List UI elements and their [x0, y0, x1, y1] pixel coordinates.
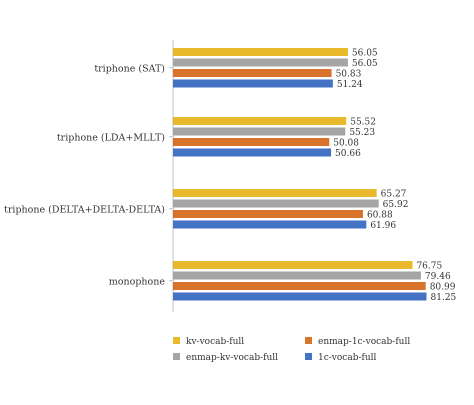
value-label: 51.24 [337, 80, 363, 90]
bar-kv-vocab-full-0 [173, 48, 348, 56]
category-label: triphone (SAT) [94, 63, 165, 74]
bar-1c-vocab-full-0 [173, 79, 333, 88]
legend-label: enmap-kv-vocab-full [186, 353, 278, 363]
bar-kv-vocab-full-3 [173, 261, 413, 269]
bar-1c-vocab-full-1 [173, 148, 332, 157]
legend: kv-vocab-full enmap-kv-vocab-full enmap-1c… [173, 337, 410, 363]
legend-swatch [305, 353, 312, 360]
category-label: triphone (LDA+MLLT) [57, 132, 165, 143]
bar-1c-vocab-full-3 [173, 292, 427, 301]
value-label: 76.75 [416, 262, 442, 272]
value-label: 61.96 [370, 221, 396, 231]
value-label: 60.88 [367, 211, 393, 221]
legend-label: kv-vocab-full [186, 337, 244, 347]
value-label: 55.52 [350, 118, 376, 128]
bar-kv-vocab-full-2 [173, 189, 377, 197]
legend-swatch [305, 337, 312, 344]
bar-group [173, 48, 427, 301]
bar-kv-vocab-full-1 [173, 117, 347, 125]
bar-enmap-kv-vocab-full-0 [173, 58, 348, 67]
bar-enmap-kv-vocab-full-3 [173, 271, 421, 280]
category-label: triphone (DELTA+DELTA-DELTA) [4, 204, 165, 215]
value-label: 55.23 [349, 128, 375, 138]
value-label: 65.92 [383, 200, 409, 210]
bar-1c-vocab-full-2 [173, 220, 367, 229]
legend-swatch [173, 353, 180, 360]
bar-enmap-1c-vocab-full-0 [173, 69, 332, 77]
bar-enmap-kv-vocab-full-2 [173, 199, 379, 208]
bar-enmap-kv-vocab-full-1 [173, 127, 346, 136]
value-label: 80.99 [430, 283, 456, 293]
legend-label: 1c-vocab-full [318, 353, 377, 363]
value-label: 50.66 [335, 149, 361, 159]
category-labels: triphone (SAT) triphone (LDA+MLLT) triphon… [4, 63, 173, 287]
value-label: 81.25 [431, 293, 457, 303]
value-label: 50.83 [336, 70, 362, 80]
bar-enmap-1c-vocab-full-1 [173, 138, 330, 146]
value-label: 56.05 [352, 49, 378, 59]
bar-enmap-1c-vocab-full-2 [173, 210, 363, 218]
value-label: 65.27 [381, 190, 407, 200]
value-label: 56.05 [352, 59, 378, 69]
category-label: monophone [109, 276, 166, 287]
legend-swatch [173, 337, 180, 344]
value-label: 50.08 [333, 139, 359, 149]
value-label: 79.46 [425, 272, 451, 282]
value-labels: 56.0556.0550.8351.2455.5255.2350.0850.66… [333, 49, 456, 304]
bar-enmap-1c-vocab-full-3 [173, 282, 426, 290]
legend-label: enmap-1c-vocab-full [318, 337, 410, 347]
